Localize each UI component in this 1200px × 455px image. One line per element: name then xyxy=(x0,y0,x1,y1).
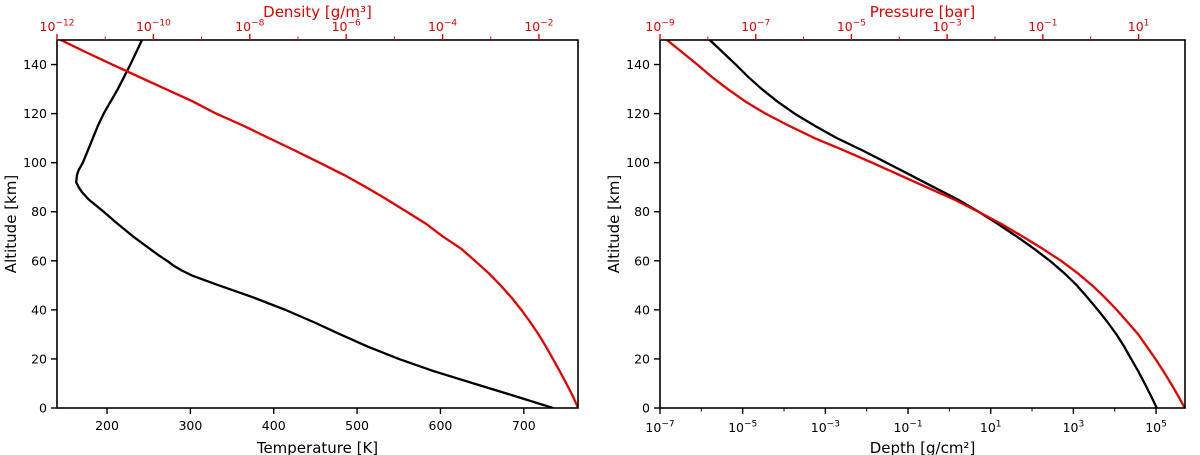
top-tick-label: 10−12 xyxy=(40,19,75,35)
y-tick-label: 140 xyxy=(23,57,47,72)
density-curve xyxy=(59,40,578,408)
x-tick-label: 10−7 xyxy=(645,420,674,436)
top-axis-label: Density [g/m³] xyxy=(263,3,372,21)
y-tick-label: 0 xyxy=(39,401,47,416)
x-tick-label: 105 xyxy=(1145,420,1167,436)
plot-border xyxy=(56,39,579,409)
plot-border xyxy=(659,39,1186,409)
pressure-curve xyxy=(665,40,1185,408)
x-tick-label: 10−3 xyxy=(811,420,840,436)
x-tick-label: 400 xyxy=(262,418,286,433)
top-tick-label: 10−2 xyxy=(524,19,553,35)
top-tick-label: 10−9 xyxy=(645,19,674,35)
y-axis-label: Altitude [km] xyxy=(2,175,20,273)
x-axis-label: Depth [g/cm²] xyxy=(870,439,976,455)
y-tick-label: 120 xyxy=(23,106,47,121)
depth-curve xyxy=(708,40,1158,408)
y-tick-label: 40 xyxy=(31,302,47,317)
x-tick-label: 700 xyxy=(512,418,536,433)
y-tick-label: 80 xyxy=(31,204,47,219)
y-tick-label: 40 xyxy=(634,302,650,317)
y-tick-label: 120 xyxy=(626,106,650,121)
depth-pressure-panel: 0 20 40 60 80 100 120 140 Altitude [km] 10−7 10−5 1… xyxy=(605,3,1186,455)
x-axis-label: Temperature [K] xyxy=(256,439,378,455)
y-tick-label: 20 xyxy=(634,351,650,366)
x-tick-label: 10−5 xyxy=(728,420,757,436)
x-tick-label: 10−1 xyxy=(893,420,922,436)
top-tick-label: 10−8 xyxy=(235,19,264,35)
top-tick-label: 10−7 xyxy=(741,19,770,35)
x-tick-label: 300 xyxy=(178,418,202,433)
depth-pressure-panel-curves xyxy=(665,40,1185,408)
temperature-curve xyxy=(75,40,555,408)
x-tick-label: 500 xyxy=(345,418,369,433)
top-tick-label: 10−5 xyxy=(837,19,866,35)
y-tick-label: 140 xyxy=(626,57,650,72)
top-tick-label: 10−10 xyxy=(136,19,171,35)
temperature-density-panel-curves xyxy=(59,40,578,408)
y-tick-label: 100 xyxy=(23,155,47,170)
x-tick-label: 600 xyxy=(429,418,453,433)
x-tick-label: 103 xyxy=(1063,420,1085,436)
y-tick-label: 60 xyxy=(634,253,650,268)
y-tick-label: 20 xyxy=(31,351,47,366)
y-tick-label: 100 xyxy=(626,155,650,170)
y-tick-label: 0 xyxy=(642,401,650,416)
top-tick-label: 10−4 xyxy=(428,19,457,35)
y-tick-label: 60 xyxy=(31,253,47,268)
y-axis-label: Altitude [km] xyxy=(605,175,623,273)
top-tick-label: 101 xyxy=(1128,19,1150,35)
temperature-density-panel: 0 20 40 60 80 100 120 140 Altitude [km] 200 300 400… xyxy=(2,3,579,455)
top-tick-label: 10−1 xyxy=(1028,19,1057,35)
top-axis-label: Pressure [bar] xyxy=(870,3,975,21)
x-tick-label: 200 xyxy=(95,418,119,433)
x-tick-label: 101 xyxy=(980,420,1002,436)
y-tick-label: 80 xyxy=(634,204,650,219)
